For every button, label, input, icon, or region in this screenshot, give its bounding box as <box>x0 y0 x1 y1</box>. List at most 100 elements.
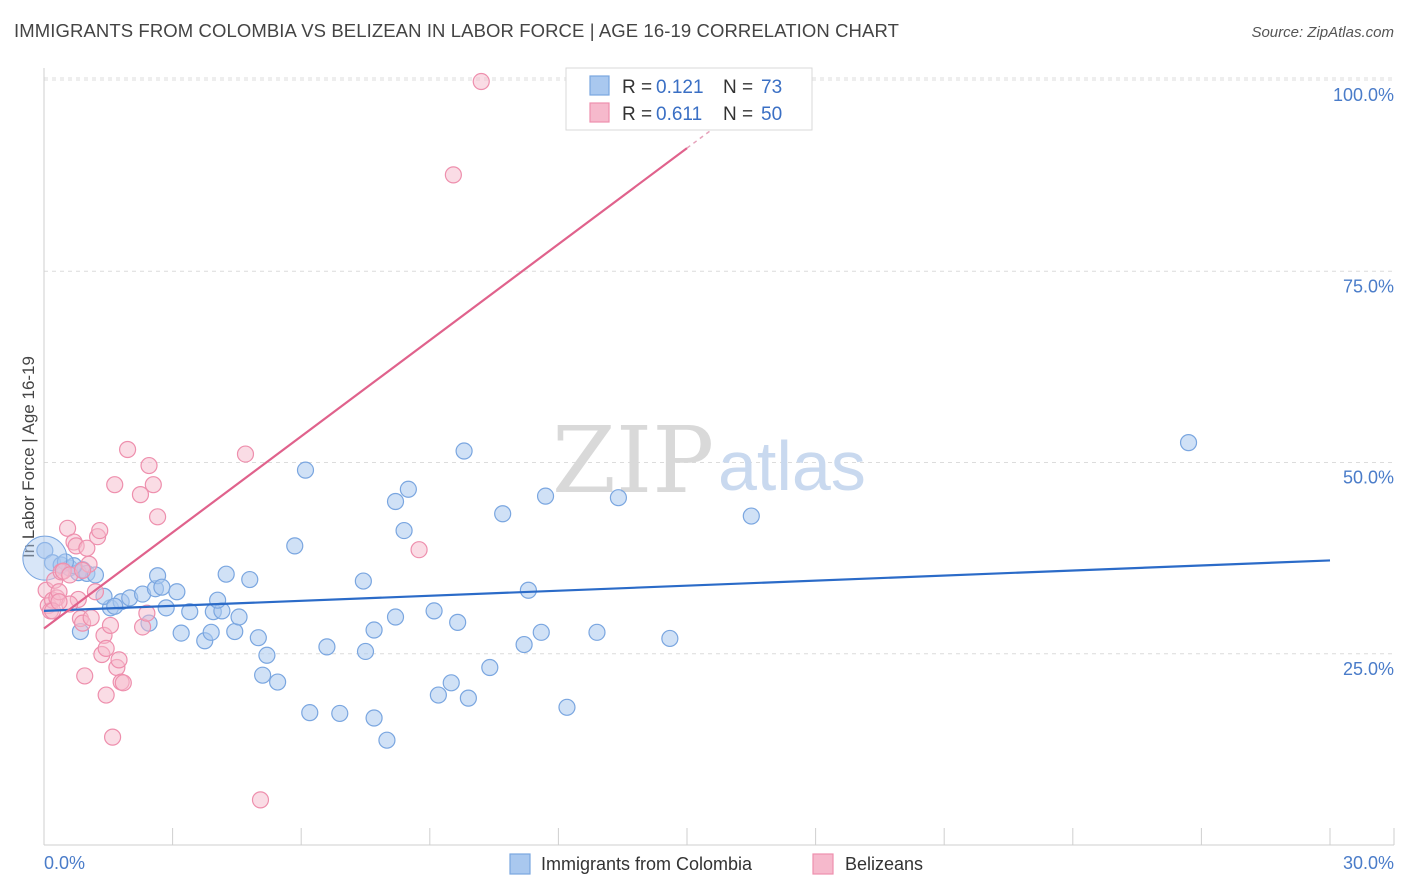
point-belizeans-37 <box>138 604 156 622</box>
point-belizeans-35 <box>131 486 150 504</box>
point-colombia-57 <box>459 689 477 707</box>
point-colombia-21 <box>157 599 175 617</box>
legend-r-value-1: 0.611 <box>656 104 702 125</box>
point-colombia-45 <box>365 621 383 639</box>
point-colombia-22 <box>168 583 186 601</box>
point-colombia-36 <box>258 646 276 664</box>
point-belizeans-28 <box>103 728 122 746</box>
point-belizeans-27 <box>101 616 120 635</box>
bottom-legend-swatch-blue <box>509 853 531 875</box>
point-belizeans-33 <box>114 674 132 692</box>
point-colombia-27 <box>202 623 220 641</box>
point-colombia-39 <box>296 461 315 479</box>
chart-title: IMMIGRANTS FROM COLOMBIA VS BELIZEAN IN … <box>14 20 899 41</box>
point-colombia-38 <box>286 537 304 555</box>
point-colombia-32 <box>226 622 244 641</box>
y-tick-label-50: 50.0% <box>1343 468 1394 488</box>
y-axis-label: In Labor Force | Age 16-19 <box>19 356 38 558</box>
point-belizeans-26 <box>97 686 115 704</box>
point-belizeans-46 <box>444 166 462 184</box>
point-belizeans-48 <box>50 593 68 611</box>
x-tick-label-min: 0.0% <box>44 853 85 873</box>
trend-lines <box>43 128 1331 630</box>
point-belizeans-45 <box>410 541 428 559</box>
watermark-zip: ZIP <box>552 407 714 514</box>
point-colombia-41 <box>301 704 319 722</box>
point-belizeans-22 <box>76 667 94 685</box>
point-colombia-42 <box>331 704 349 723</box>
point-colombia-50 <box>378 731 396 749</box>
trendline-colombia <box>43 559 1331 613</box>
trendline-belizeans <box>43 147 688 630</box>
point-belizeans-44 <box>251 791 270 809</box>
point-colombia-52 <box>455 442 473 460</box>
point-colombia-0 <box>36 541 54 560</box>
point-colombia-47 <box>386 492 405 511</box>
point-belizeans-29 <box>106 476 124 494</box>
legend-swatch-pink <box>589 102 610 123</box>
point-belizeans-9 <box>58 519 77 537</box>
point-colombia-29 <box>209 591 227 609</box>
point-colombia-60 <box>515 635 533 654</box>
legend-n-value-0: 73 <box>761 77 782 98</box>
point-belizeans-43 <box>236 445 255 463</box>
point-colombia-26 <box>181 603 199 621</box>
bottom-legend-label-colombia: Immigrants from Colombia <box>541 854 753 874</box>
point-colombia-33 <box>230 608 248 626</box>
point-belizeans-34 <box>118 440 137 459</box>
point-colombia-46 <box>365 709 383 727</box>
point-colombia-55 <box>442 674 460 692</box>
point-belizeans-31 <box>110 651 128 669</box>
point-belizeans-18 <box>82 609 100 627</box>
point-belizeans-40 <box>148 508 167 526</box>
series-belizeans-points <box>37 72 490 809</box>
watermark-atlas: atlas <box>718 427 866 505</box>
y-tick-label-25: 25.0% <box>1343 659 1394 679</box>
point-colombia-67 <box>661 629 679 648</box>
point-colombia-65 <box>558 698 576 716</box>
point-colombia-23 <box>172 624 190 642</box>
bottom-legend-swatch-pink <box>812 853 834 875</box>
point-colombia-64 <box>588 623 606 641</box>
point-colombia-56 <box>429 686 447 704</box>
point-belizeans-39 <box>144 476 162 494</box>
source-credit: Source: ZipAtlas.com <box>1251 24 1394 41</box>
point-colombia-40 <box>318 638 336 656</box>
grid-lines <box>44 77 1394 655</box>
legend-r-label-1: R = <box>622 104 652 125</box>
legend-n-label-1: N = <box>723 104 753 125</box>
point-colombia-61 <box>519 581 537 599</box>
series-legend: Immigrants from Colombia Belizeans <box>509 853 923 875</box>
point-colombia-34 <box>249 629 267 647</box>
point-colombia-59 <box>494 505 512 523</box>
point-colombia-53 <box>449 613 467 631</box>
point-colombia-14 <box>106 597 124 615</box>
point-belizeans-49 <box>73 561 92 579</box>
y-tick-label-75: 75.0% <box>1343 276 1394 296</box>
y-axis-tick-labels: 25.0% 50.0% 75.0% 100.0% <box>1333 85 1394 679</box>
point-colombia-54 <box>386 608 405 626</box>
point-colombia-66 <box>609 489 628 507</box>
point-colombia-44 <box>356 642 375 661</box>
point-colombia-48 <box>399 480 417 498</box>
bottom-legend-label-belizeans: Belizeans <box>845 854 923 874</box>
point-colombia-30 <box>217 565 235 583</box>
point-colombia-49 <box>395 521 413 540</box>
point-colombia-69 <box>1179 434 1198 452</box>
point-colombia-63 <box>536 487 555 505</box>
point-belizeans-47 <box>472 72 490 91</box>
legend-r-label-0: R = <box>622 77 652 98</box>
legend-n-value-1: 50 <box>761 104 782 125</box>
x-axis-ticks <box>172 828 1395 845</box>
x-tick-label-max: 30.0% <box>1343 853 1394 873</box>
point-colombia-19 <box>153 578 171 596</box>
legend-n-label-0: N = <box>723 77 753 98</box>
point-colombia-37 <box>269 673 287 691</box>
correlation-legend: R = 0.121 N = 73 R = 0.611 N = 50 <box>565 67 813 131</box>
point-belizeans-25 <box>97 639 115 657</box>
point-colombia-35 <box>254 666 272 684</box>
legend-r-value-0: 0.121 <box>656 77 704 98</box>
axes <box>43 68 1394 846</box>
point-colombia-58 <box>481 658 499 677</box>
